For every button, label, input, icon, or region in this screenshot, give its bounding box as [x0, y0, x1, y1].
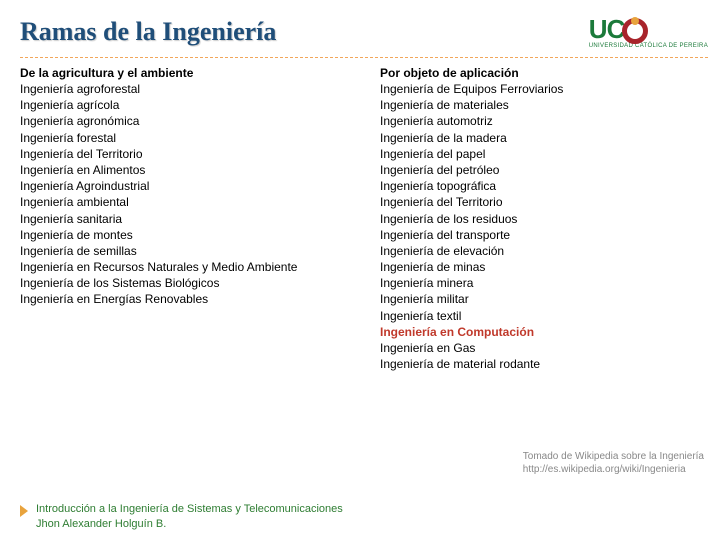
- column-left-heading: De la agricultura y el ambiente: [20, 66, 360, 80]
- list-item: Ingeniería del transporte: [380, 227, 680, 243]
- column-right-list: Ingeniería de Equipos FerroviariosIngeni…: [380, 81, 680, 372]
- list-item: Ingeniería de los Sistemas Biológicos: [20, 275, 360, 291]
- source-line2: http://es.wikipedia.org/wiki/Ingenieria: [523, 463, 704, 476]
- list-item: Ingeniería automotriz: [380, 113, 680, 129]
- list-item: Ingeniería agronómica: [20, 113, 360, 129]
- list-item: Ingeniería del papel: [380, 146, 680, 162]
- list-item: Ingeniería de semillas: [20, 243, 360, 259]
- divider: [20, 57, 708, 58]
- logo-block: UC UNIVERSIDAD CATÓLICA DE PEREIRA: [589, 14, 708, 49]
- list-item: Ingeniería de los residuos: [380, 211, 680, 227]
- footer-marker-icon: [20, 505, 28, 517]
- list-item: Ingeniería ambiental: [20, 194, 360, 210]
- page-title: Ramas de la Ingeniería: [20, 17, 276, 47]
- list-item: Ingeniería en Alimentos: [20, 162, 360, 178]
- list-item: Ingeniería Agroindustrial: [20, 178, 360, 194]
- list-item: Ingeniería en Energías Renovables: [20, 291, 360, 307]
- logo-o-icon: [622, 18, 648, 44]
- list-item: Ingeniería de elevación: [380, 243, 680, 259]
- logo: UC UNIVERSIDAD CATÓLICA DE PEREIRA: [589, 14, 708, 49]
- list-item: Ingeniería agroforestal: [20, 81, 360, 97]
- list-item: Ingeniería de la madera: [380, 130, 680, 146]
- list-item: Ingeniería de minas: [380, 259, 680, 275]
- footer-line2: Jhon Alexander Holguín B.: [36, 517, 343, 532]
- footer-text: Introducción a la Ingeniería de Sistemas…: [36, 502, 343, 532]
- list-item: Ingeniería forestal: [20, 130, 360, 146]
- footer-line1: Introducción a la Ingeniería de Sistemas…: [36, 502, 343, 517]
- column-right: Por objeto de aplicación Ingeniería de E…: [380, 66, 680, 372]
- list-item: Ingeniería del Territorio: [380, 194, 680, 210]
- footer: Introducción a la Ingeniería de Sistemas…: [20, 502, 343, 532]
- list-item: Ingeniería agrícola: [20, 97, 360, 113]
- list-item: Ingeniería de Equipos Ferroviarios: [380, 81, 680, 97]
- column-right-heading: Por objeto de aplicación: [380, 66, 680, 80]
- list-item: Ingeniería militar: [380, 291, 680, 307]
- list-item: Ingeniería sanitaria: [20, 211, 360, 227]
- list-item: Ingeniería del Territorio: [20, 146, 360, 162]
- list-item: Ingeniería de montes: [20, 227, 360, 243]
- list-item: Ingeniería de material rodante: [380, 356, 680, 372]
- logo-letters: UC: [589, 14, 708, 45]
- list-item: Ingeniería de materiales: [380, 97, 680, 113]
- list-item: Ingeniería topográfica: [380, 178, 680, 194]
- list-item-highlight: Ingeniería en Computación: [380, 324, 680, 340]
- list-item: Ingeniería minera: [380, 275, 680, 291]
- logo-subtitle: UNIVERSIDAD CATÓLICA DE PEREIRA: [589, 43, 708, 49]
- list-item: Ingeniería en Recursos Naturales y Medio…: [20, 259, 360, 275]
- list-item: Ingeniería del petróleo: [380, 162, 680, 178]
- source-citation: Tomado de Wikipedia sobre la Ingeniería …: [523, 450, 704, 476]
- source-line1: Tomado de Wikipedia sobre la Ingeniería: [523, 450, 704, 463]
- columns: De la agricultura y el ambiente Ingenier…: [0, 66, 728, 372]
- list-item: Ingeniería en Gas: [380, 340, 680, 356]
- column-left-list: Ingeniería agroforestalIngeniería agríco…: [20, 81, 360, 308]
- column-left: De la agricultura y el ambiente Ingenier…: [20, 66, 360, 372]
- header: Ramas de la Ingeniería UC UNIVERSIDAD CA…: [0, 0, 728, 55]
- list-item: Ingeniería textil: [380, 308, 680, 324]
